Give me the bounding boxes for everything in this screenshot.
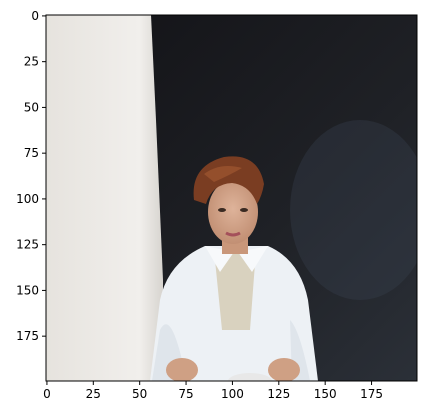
x-tick-label: 175 bbox=[360, 387, 383, 401]
y-tick-label: 100 bbox=[16, 192, 39, 206]
x-tick-label: 50 bbox=[132, 387, 147, 401]
x-tick-label: 100 bbox=[221, 387, 244, 401]
y-tick-label: 25 bbox=[24, 55, 39, 69]
x-tick-label: 150 bbox=[314, 387, 337, 401]
x-tick-label: 75 bbox=[178, 387, 193, 401]
x-tick-label: 0 bbox=[43, 387, 51, 401]
light-wall bbox=[46, 15, 163, 381]
y-axis: 0 25 50 75 100 125 150 175 bbox=[16, 9, 46, 343]
y-tick-label: 75 bbox=[24, 146, 39, 160]
person bbox=[150, 156, 318, 381]
photo-content bbox=[46, 15, 417, 381]
y-tick-label: 125 bbox=[16, 238, 39, 252]
axes-frame bbox=[45, 14, 418, 382]
x-tick-label: 125 bbox=[267, 387, 290, 401]
y-tick-label: 0 bbox=[31, 9, 39, 23]
y-tick-label: 150 bbox=[16, 283, 39, 297]
x-tick-label: 25 bbox=[86, 387, 101, 401]
x-axis: 0 25 50 75 100 125 150 175 bbox=[43, 381, 383, 401]
y-tick-label: 175 bbox=[16, 329, 39, 343]
y-tick-label: 50 bbox=[24, 100, 39, 114]
